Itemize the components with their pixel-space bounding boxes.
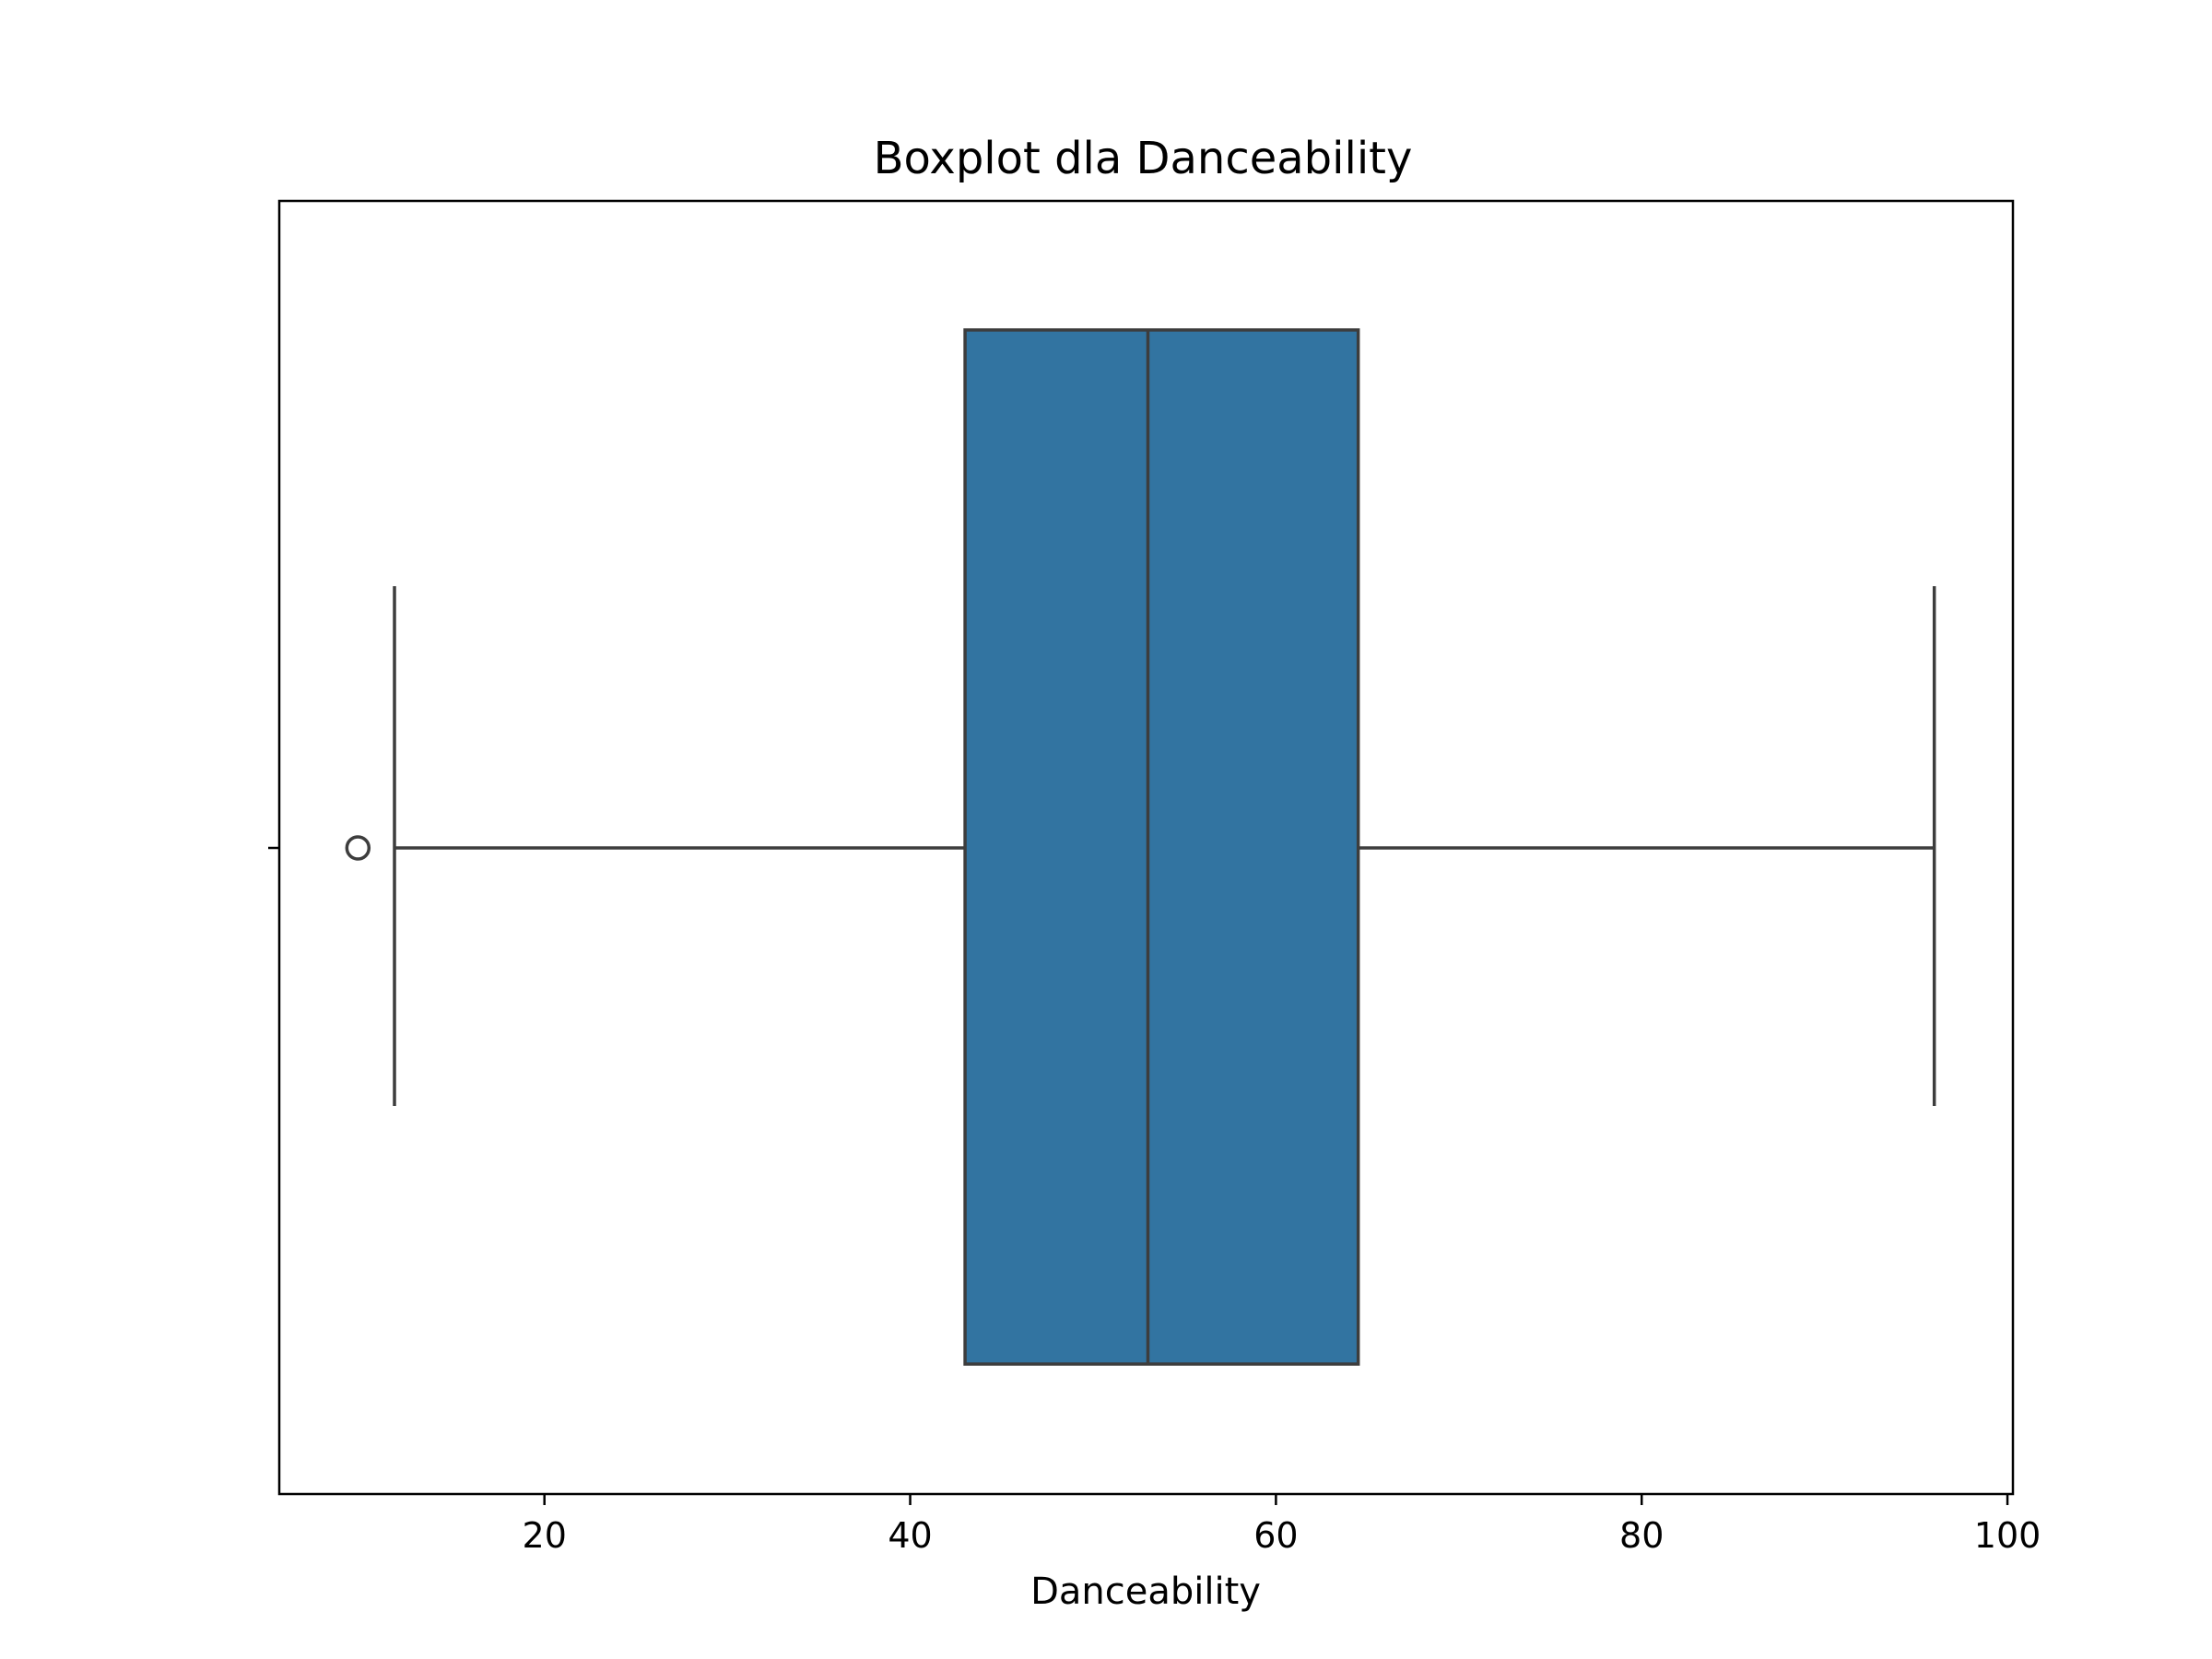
x-tick-label: 100 <box>1974 1515 2041 1556</box>
plot-area <box>345 328 1936 1366</box>
chart-title: Boxplot dla Danceability <box>874 133 1413 184</box>
x-axis: 20 40 60 80 100 <box>523 1494 2041 1556</box>
outlier-point <box>345 835 371 861</box>
x-tick-label: 80 <box>1619 1515 1664 1556</box>
x-tick-label: 20 <box>523 1515 567 1556</box>
iqr-box <box>963 328 1360 1366</box>
x-tick-label: 60 <box>1253 1515 1298 1556</box>
x-axis-label: Danceability <box>1030 1571 1261 1613</box>
x-tick-label: 40 <box>888 1515 932 1556</box>
